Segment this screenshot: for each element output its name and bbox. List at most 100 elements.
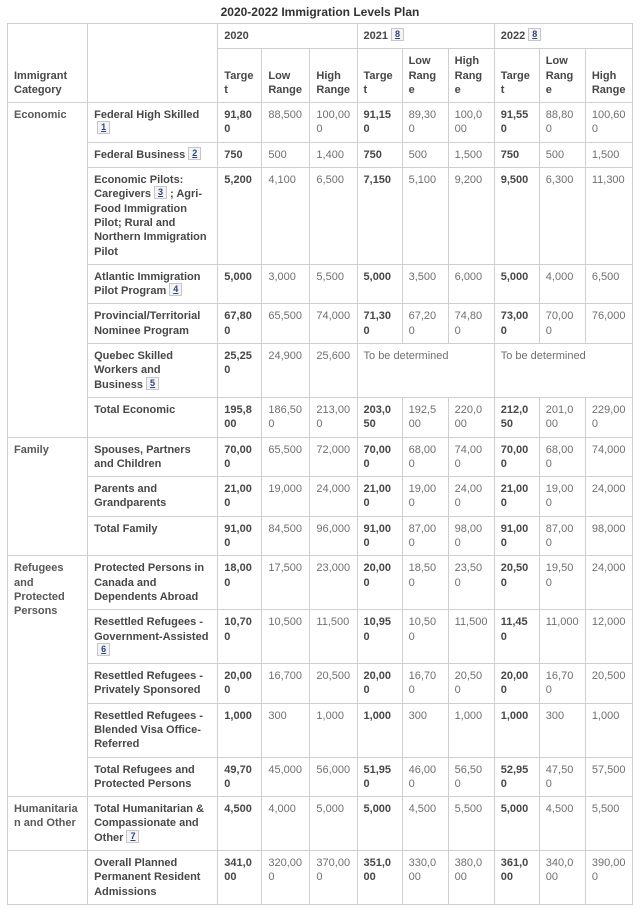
range-cell: 24,000 (309, 476, 358, 517)
range-cell: 65,500 (261, 303, 311, 345)
table-row: Economic Federal High Skilled1 91,800 88… (6, 102, 634, 438)
range-cell: 47,500 (538, 756, 586, 798)
target-cell: 750 (356, 141, 403, 169)
range-cell: 84,500 (261, 515, 311, 557)
program-cell: Federal High Skilled1 (87, 102, 219, 143)
footnote-link-3[interactable]: 3 (153, 186, 167, 200)
target-cell: 70,000 (356, 436, 403, 478)
range-cell: 88,500 (261, 102, 311, 143)
target-cell: 73,000 (493, 303, 540, 345)
target-cell: 5,000 (356, 263, 403, 305)
table-row: Resettled Refugees - Privately Sponsored… (8, 663, 634, 704)
footnote-link-8[interactable]: 8 (391, 28, 405, 41)
program-cell: Resettled Refugees - Blended Visa Office… (87, 702, 219, 758)
program-cell: Provincial/Territorial Nominee Program (87, 303, 219, 345)
range-cell: 1,500 (447, 141, 495, 169)
table-row: Humanitarian and Other Total Humanitaria… (6, 796, 634, 852)
range-cell: 72,000 (309, 436, 358, 478)
col-header-low-range: Low Range (401, 48, 449, 104)
range-cell: 6,000 (447, 263, 495, 305)
program-cell: Quebec Skilled Workers and Business 5 (87, 343, 219, 398)
range-cell: 20,500 (309, 663, 358, 704)
range-cell: 11,000 (538, 609, 586, 665)
range-cell: 229,000 (584, 396, 634, 438)
program-label: Economic Pilots: Caregivers (94, 174, 184, 201)
range-cell: 18,500 (401, 555, 449, 611)
range-cell: 4,000 (261, 796, 311, 852)
table-row: Resettled Refugees - Government-Assisted… (8, 609, 634, 665)
range-cell: 100,000 (447, 102, 495, 143)
program-label: Spouses, Partners and Children (94, 443, 191, 470)
table-row: Parents and Grandparents 21,000 19,000 2… (8, 476, 634, 517)
range-cell: 380,000 (447, 850, 495, 905)
footnote-link-5[interactable]: 5 (146, 376, 160, 390)
target-cell: 67,800 (217, 303, 263, 345)
target-cell: 20,000 (356, 555, 403, 611)
col-header-low-range: Low Range (261, 48, 311, 104)
program-cell: Parents and Grandparents (87, 476, 219, 517)
range-cell: 6,300 (538, 167, 586, 265)
range-cell: 16,700 (538, 663, 586, 704)
range-cell: 11,300 (584, 167, 634, 265)
footnote-link-7[interactable]: 7 (126, 829, 140, 843)
year-label: 2022 (500, 30, 526, 42)
table-row: Federal Business 2 750 500 1,400 750 500 … (8, 141, 634, 169)
range-cell: 23,000 (309, 555, 358, 611)
footnote-link-8[interactable]: 8 (528, 28, 542, 41)
range-cell: 24,000 (584, 476, 634, 517)
range-cell: 370,000 (309, 850, 358, 905)
program-label: Parents and Grandparents (94, 483, 167, 510)
range-cell: 76,000 (584, 303, 634, 345)
footnote-link-6[interactable]: 6 (97, 642, 111, 656)
range-cell: 6,500 (309, 167, 358, 265)
program-cell: Resettled Refugees - Government-Assisted… (87, 609, 219, 665)
program-label: Federal Business (94, 148, 186, 161)
table-row: Total Refugees and Protected Persons 49,… (8, 756, 634, 798)
program-cell-total-economic: Total Economic (87, 396, 219, 438)
range-cell: 24,000 (447, 476, 495, 517)
range-cell: 88,800 (538, 102, 586, 143)
category-cell-family: Family (6, 436, 89, 557)
range-cell: 67,200 (401, 303, 449, 345)
range-cell: 1,000 (309, 702, 358, 758)
program-label: Resettled Refugees - Government-Assisted (94, 616, 209, 643)
range-cell: 330,000 (401, 850, 449, 905)
target-cell: 361,000 (493, 850, 540, 905)
footnote-link-4[interactable]: 4 (169, 283, 183, 297)
range-cell: 20,500 (584, 663, 634, 704)
table-row: Economic Pilots: Caregivers 3 ; Agri-Food… (8, 167, 634, 265)
program-label: Total Economic (94, 403, 176, 416)
table-row: Resettled Refugees - Blended Visa Office… (8, 702, 634, 758)
table-row: Family Spouses, Partners and Children 70… (6, 436, 634, 557)
footnote-link-1[interactable]: 1 (97, 121, 111, 135)
target-cell: 750 (217, 141, 263, 169)
range-cell: 74,800 (447, 303, 495, 345)
program-header-empty (87, 22, 219, 104)
range-cell: 56,500 (447, 756, 495, 798)
page-title: 2020-2022 Immigration Levels Plan (220, 5, 420, 19)
range-cell: 192,500 (401, 396, 449, 438)
program-cell: Economic Pilots: Caregivers 3 ; Agri-Food… (87, 167, 219, 265)
range-cell: 23,500 (447, 555, 495, 611)
category-cell-humanitarian: Humanitarian and Other (6, 796, 89, 852)
range-cell: 68,000 (401, 436, 449, 478)
range-cell: 24,900 (261, 343, 311, 398)
program-label: Total Humanitarian & Compassionate and O… (94, 803, 204, 844)
target-cell: 9,500 (493, 167, 540, 265)
range-cell: 96,000 (309, 515, 358, 557)
program-label: Atlantic Immigration Pilot Program (94, 270, 201, 298)
range-cell: 10,500 (401, 609, 449, 665)
year-label: 2021 (363, 30, 388, 42)
range-cell: 5,500 (447, 796, 495, 852)
program-label: Total Family (94, 522, 158, 535)
range-cell: 65,500 (261, 436, 311, 478)
range-cell: 56,000 (309, 756, 358, 798)
range-cell: 4,000 (538, 263, 586, 305)
footnote-link-2[interactable]: 2 (188, 146, 202, 160)
program-label: Resettled Refugees - Privately Sponsored (94, 670, 203, 697)
target-cell: 71,300 (356, 303, 403, 345)
target-cell: 212,050 (493, 396, 540, 438)
program-label: Federal High Skilled (94, 109, 200, 122)
immigrant-category-header: Immigrant Category (6, 22, 89, 104)
target-cell: 1,000 (493, 702, 540, 758)
